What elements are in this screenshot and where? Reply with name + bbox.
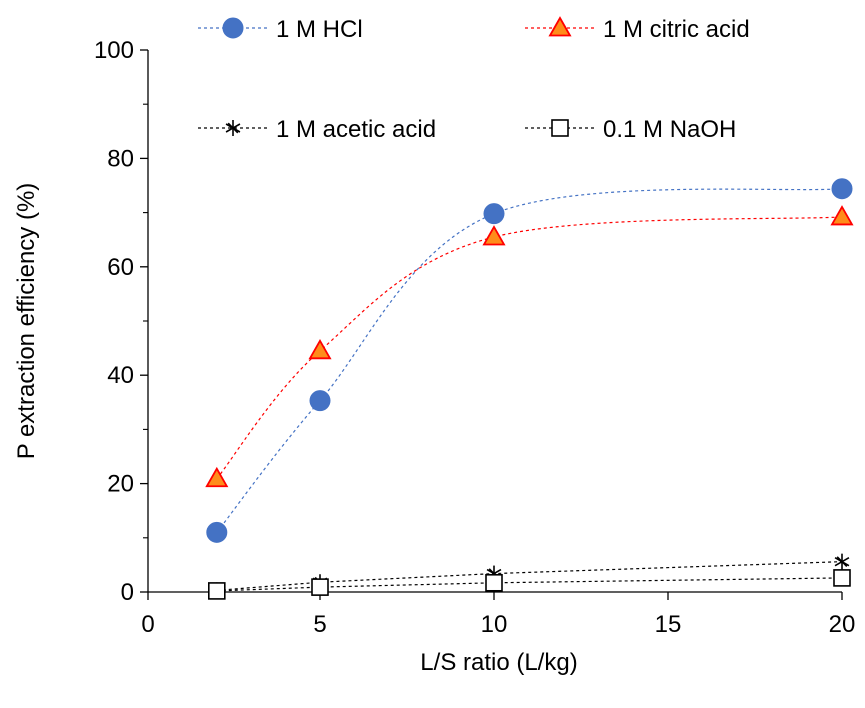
axes xyxy=(147,50,842,593)
legend-marker xyxy=(551,119,569,137)
series-line xyxy=(216,216,843,480)
y-tick-label: 100 xyxy=(94,37,134,64)
x-tick-label: 5 xyxy=(313,611,326,638)
legend-label: 0.1 M NaOH xyxy=(603,116,736,143)
x-tick-label: 0 xyxy=(141,611,154,638)
data-point xyxy=(830,205,854,226)
legend-marker xyxy=(225,120,241,136)
data-point xyxy=(485,573,503,592)
data-point xyxy=(311,578,329,596)
legend-label: 1 M citric acid xyxy=(603,16,750,43)
series-line xyxy=(216,188,843,533)
ticks: 0 20 40 60 80 100 0 5 10 15 20 xyxy=(94,37,855,638)
legend-marker xyxy=(222,17,244,39)
data-point xyxy=(308,338,332,360)
legend-item: 0.1 M NaOH xyxy=(525,116,736,143)
y-axis-title: P extraction efficiency (%) xyxy=(13,183,40,460)
series-line xyxy=(216,561,843,591)
legend-label: 1 M acetic acid xyxy=(276,116,436,143)
data-point xyxy=(833,569,851,587)
data-point-stroke xyxy=(836,556,848,568)
legend-item: 1 M citric acid xyxy=(525,16,750,43)
data-point xyxy=(831,178,853,200)
legend-label: 1 M HCl xyxy=(276,16,363,43)
legend-item: 1 M HCl xyxy=(198,16,363,43)
series-1 xyxy=(205,205,854,488)
x-axis-title: L/S ratio (L/kg) xyxy=(420,649,577,676)
y-tick-label: 80 xyxy=(107,145,134,172)
x-tick-label: 10 xyxy=(481,611,508,638)
data-point xyxy=(482,225,506,246)
data-point xyxy=(206,521,228,543)
series-3 xyxy=(208,569,851,600)
y-tick-label: 60 xyxy=(107,254,134,281)
data-point xyxy=(205,466,229,488)
x-tick-label: 20 xyxy=(829,611,856,638)
data-point xyxy=(834,553,850,570)
y-tick-label: 40 xyxy=(107,362,134,389)
series-0 xyxy=(206,178,853,543)
data-point xyxy=(483,203,505,225)
series-layer xyxy=(205,178,854,600)
data-point xyxy=(208,582,226,600)
x-tick-label: 15 xyxy=(655,611,682,638)
series-line xyxy=(216,577,843,592)
y-tick-label: 0 xyxy=(121,579,134,606)
legend-marker-stroke xyxy=(227,122,239,134)
y-tick-label: 20 xyxy=(107,471,134,498)
legend-marker xyxy=(548,16,572,37)
data-point xyxy=(309,390,331,412)
legend-item: 1 M acetic acid xyxy=(198,116,436,143)
legend: 1 M HCl 1 M citric acid 1 M acetic acid 0.1… xyxy=(198,16,750,143)
